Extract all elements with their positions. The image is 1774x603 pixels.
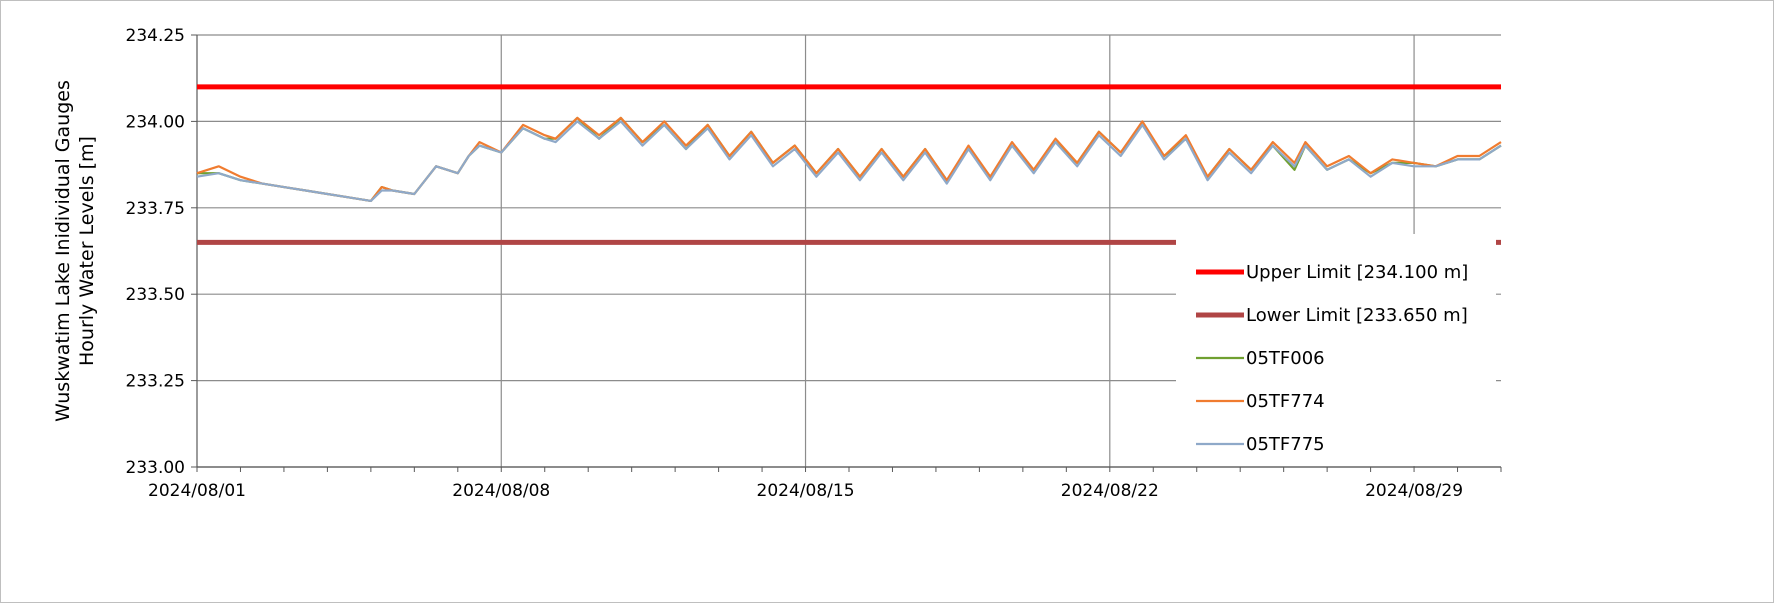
y-tick-label: 233.00 (126, 458, 185, 478)
x-tick-label: 2024/08/08 (452, 481, 550, 501)
x-tick-label: 2024/08/01 (148, 481, 246, 501)
legend-label: 05TF774 (1246, 391, 1325, 412)
y-tick-label: 234.25 (126, 26, 185, 46)
series-line-05tf006 (197, 116, 1502, 202)
series-line-05tf774 (196, 116, 1502, 202)
y-tick-label: 234.00 (126, 112, 185, 132)
x-tick-label: 2024/08/29 (1365, 481, 1463, 501)
y-tick-label: 233.50 (126, 285, 185, 305)
legend-label: 05TF006 (1246, 348, 1325, 369)
x-tick-label: 2024/08/15 (757, 481, 855, 501)
y-axis-label: Wuskwatim Lake Inidividual Gauges (52, 80, 74, 422)
x-tick-label: 2024/08/22 (1061, 481, 1159, 501)
series-line-05tf775 (196, 120, 1502, 202)
legend-label: Upper Limit [234.100 m] (1246, 262, 1468, 283)
y-tick-label: 233.25 (126, 372, 185, 392)
y-tick-label: 233.75 (126, 199, 185, 219)
legend-label: 05TF775 (1246, 434, 1325, 455)
legend-label: Lower Limit [233.650 m] (1246, 305, 1468, 326)
y-axis-label: Hourly Water Levels [m] (76, 136, 98, 366)
